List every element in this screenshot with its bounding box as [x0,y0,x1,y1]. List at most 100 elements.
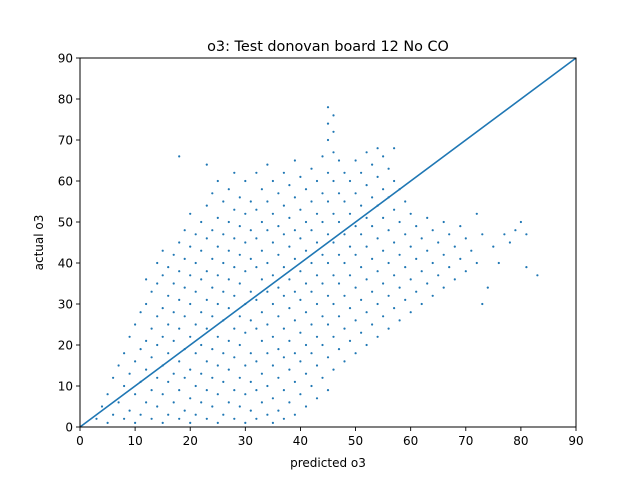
data-point [371,225,374,228]
data-point [172,311,175,314]
data-point [409,311,412,314]
data-point [145,339,148,342]
data-point [299,208,302,211]
data-point [233,327,236,330]
data-point [310,323,313,326]
x-tick-label: 90 [568,434,583,448]
data-point [211,192,214,195]
data-point [321,220,324,224]
data-point [354,225,357,228]
y-tick-label: 60 [58,175,73,189]
data-points [95,106,539,424]
data-point [360,233,363,236]
data-point [326,233,330,236]
y-tick-label: 90 [58,52,73,66]
data-point [332,151,335,154]
data-point [348,245,352,248]
data-point [167,294,170,297]
data-point [216,216,219,219]
y-tick-label: 30 [58,298,73,312]
data-point [393,147,396,150]
data-point [178,417,181,420]
data-point [326,122,330,125]
data-point [271,179,274,183]
data-point [128,335,131,338]
data-point [475,261,478,265]
data-point [354,286,357,289]
data-point [337,253,341,256]
data-point [376,270,379,273]
data-point [194,384,197,388]
data-point [299,270,302,273]
data-point [365,184,368,187]
data-point [398,253,401,256]
data-point [249,200,252,203]
data-point [332,114,335,117]
data-point [398,220,401,224]
data-point [470,249,473,252]
data-point [437,274,440,277]
data-point [100,405,104,408]
data-point [343,261,346,265]
data-point [233,208,236,211]
data-point [266,261,269,265]
data-point [277,286,280,289]
data-point [216,364,219,367]
data-point [508,241,511,244]
data-point [227,307,230,310]
data-point [343,233,346,236]
data-point [134,421,137,424]
data-point [288,307,291,310]
data-point [332,179,335,183]
x-tick-label: 20 [183,434,198,448]
data-point [326,171,330,174]
data-point [503,233,506,236]
x-tick-label: 10 [127,434,142,448]
data-point [348,274,352,277]
data-point [304,343,308,347]
data-point [194,323,197,326]
data-point [382,315,385,318]
data-point [415,290,418,293]
y-tick-label: 80 [58,93,73,107]
data-point [420,237,423,240]
data-point [348,179,352,183]
data-point [205,417,208,420]
data-point [393,241,396,244]
data-point [337,348,341,351]
data-point [448,233,451,236]
data-point [360,171,363,174]
y-tick-label: 50 [58,216,73,230]
data-point [222,413,225,416]
x-tick-label: 70 [458,434,473,448]
data-point [304,282,308,285]
data-point [260,220,263,224]
data-point [360,266,363,269]
data-point [183,286,186,289]
data-point [271,421,274,424]
y-tick-label: 70 [58,134,73,148]
data-point [271,397,274,400]
data-point [167,323,170,326]
data-point [161,393,164,396]
data-point [348,307,352,310]
data-point [266,200,269,203]
data-point [337,220,341,224]
data-point [227,339,230,342]
data-point [326,356,330,359]
data-point [310,229,313,232]
data-point [332,302,335,306]
x-tick-label: 80 [513,434,528,448]
data-point [255,266,258,269]
data-point [337,192,341,195]
data-point [365,278,368,281]
data-point [326,200,330,203]
y-tick-label: 20 [58,339,73,353]
data-point [382,282,385,285]
data-point [382,249,385,252]
data-point [205,360,208,363]
data-point [227,278,230,281]
data-point [156,405,159,408]
data-point [282,389,285,392]
data-point [371,323,374,326]
